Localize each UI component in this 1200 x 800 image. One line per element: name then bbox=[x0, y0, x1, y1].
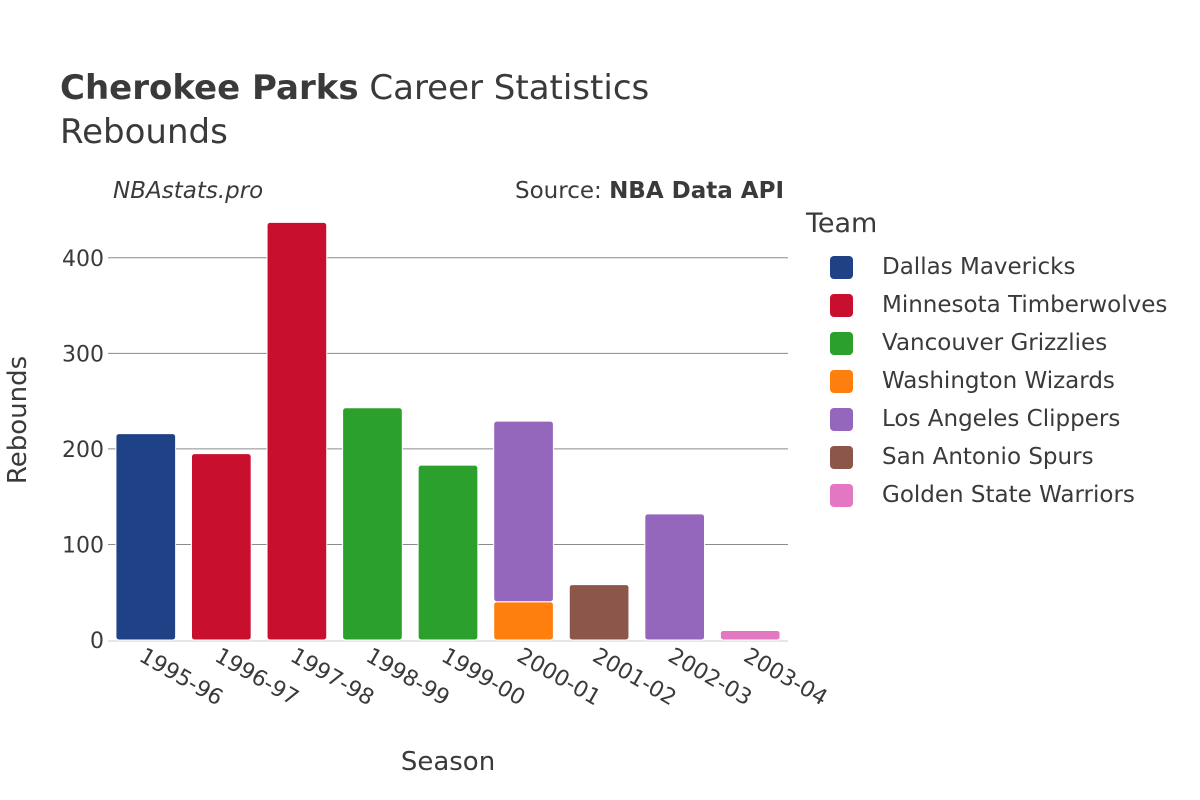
x-tick-label: 2001-02 bbox=[588, 644, 680, 712]
source-prefix: Source: bbox=[515, 178, 610, 204]
legend-item[interactable]: Los Angeles Clippers bbox=[806, 400, 1167, 438]
x-tick-label: 1998-99 bbox=[361, 644, 453, 712]
legend: Team Dallas Mavericks Minnesota Timberwol… bbox=[806, 208, 1167, 514]
bar[interactable] bbox=[644, 513, 706, 641]
chart-title: Cherokee Parks Career Statistics bbox=[60, 68, 649, 108]
legend-swatch bbox=[830, 445, 853, 469]
bar[interactable] bbox=[342, 407, 403, 641]
legend-item[interactable]: Dallas Mavericks bbox=[806, 248, 1167, 286]
legend-item[interactable]: Minnesota Timberwolves bbox=[806, 286, 1167, 324]
y-axis-title: Rebounds bbox=[3, 356, 33, 484]
legend-item[interactable]: Washington Wizards bbox=[806, 362, 1167, 400]
bar[interactable] bbox=[266, 221, 328, 641]
bar[interactable] bbox=[417, 464, 479, 641]
watermark: NBAstats.pro bbox=[113, 178, 264, 204]
title-suffix: Career Statistics bbox=[358, 68, 650, 108]
legend-item[interactable]: San Antonio Spurs bbox=[806, 438, 1167, 476]
player-name: Cherokee Parks bbox=[60, 68, 359, 108]
legend-swatch bbox=[830, 407, 853, 431]
legend-label: Washington Wizards bbox=[882, 368, 1115, 394]
y-tick-label: 300 bbox=[62, 342, 104, 367]
chart-subtitle: Rebounds bbox=[60, 112, 228, 152]
bar[interactable] bbox=[719, 629, 781, 641]
legend-item[interactable]: Vancouver Grizzlies bbox=[806, 324, 1167, 362]
x-tick-label: 1995-96 bbox=[135, 644, 227, 712]
source-credit: Source: NBA Data API bbox=[515, 178, 784, 204]
legend-label: Golden State Warriors bbox=[882, 482, 1135, 508]
legend-items: Dallas Mavericks Minnesota Timberwolves Va… bbox=[806, 248, 1167, 514]
y-tick-label: 100 bbox=[62, 533, 104, 558]
y-axis-ticks: 0 100 200 300 400 bbox=[62, 247, 104, 654]
bar[interactable] bbox=[493, 420, 554, 603]
legend-swatch bbox=[830, 483, 853, 507]
y-tick-label: 400 bbox=[62, 247, 104, 272]
source-name: NBA Data API bbox=[609, 178, 784, 204]
legend-label: Vancouver Grizzlies bbox=[882, 330, 1108, 356]
bar[interactable] bbox=[190, 453, 252, 641]
x-tick-label: 1996-97 bbox=[210, 644, 302, 712]
legend-swatch bbox=[830, 293, 853, 317]
x-tick-label: 1999-00 bbox=[437, 644, 529, 712]
x-tick-label: 2003-04 bbox=[739, 644, 831, 712]
x-tick-label: 1997-98 bbox=[286, 644, 378, 712]
bar[interactable] bbox=[568, 584, 630, 641]
legend-label: Los Angeles Clippers bbox=[882, 406, 1121, 432]
bars bbox=[115, 221, 781, 641]
y-tick-label: 0 bbox=[90, 629, 104, 654]
bar[interactable] bbox=[115, 433, 177, 641]
legend-label: Minnesota Timberwolves bbox=[882, 292, 1168, 318]
x-axis-title: Season bbox=[401, 747, 495, 777]
bar[interactable] bbox=[493, 601, 554, 641]
y-tick-label: 200 bbox=[62, 438, 104, 463]
legend-swatch bbox=[830, 255, 853, 279]
x-tick-label: 2002-03 bbox=[664, 644, 756, 712]
legend-label: Dallas Mavericks bbox=[882, 254, 1076, 280]
x-axis-ticks: 1995-961996-971997-981998-991999-002000-… bbox=[135, 644, 832, 712]
legend-swatch bbox=[830, 369, 853, 393]
legend-label: San Antonio Spurs bbox=[882, 444, 1094, 470]
legend-swatch bbox=[830, 331, 853, 355]
legend-title: Team bbox=[806, 208, 878, 239]
legend-item[interactable]: Golden State Warriors bbox=[806, 476, 1167, 514]
x-tick-label: 2000-01 bbox=[513, 644, 605, 712]
